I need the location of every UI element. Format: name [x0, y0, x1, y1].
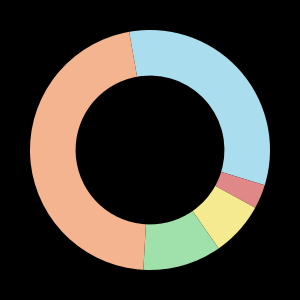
Wedge shape [215, 172, 265, 208]
Wedge shape [129, 30, 270, 185]
Wedge shape [143, 211, 219, 270]
Wedge shape [193, 186, 255, 248]
Wedge shape [30, 32, 146, 270]
